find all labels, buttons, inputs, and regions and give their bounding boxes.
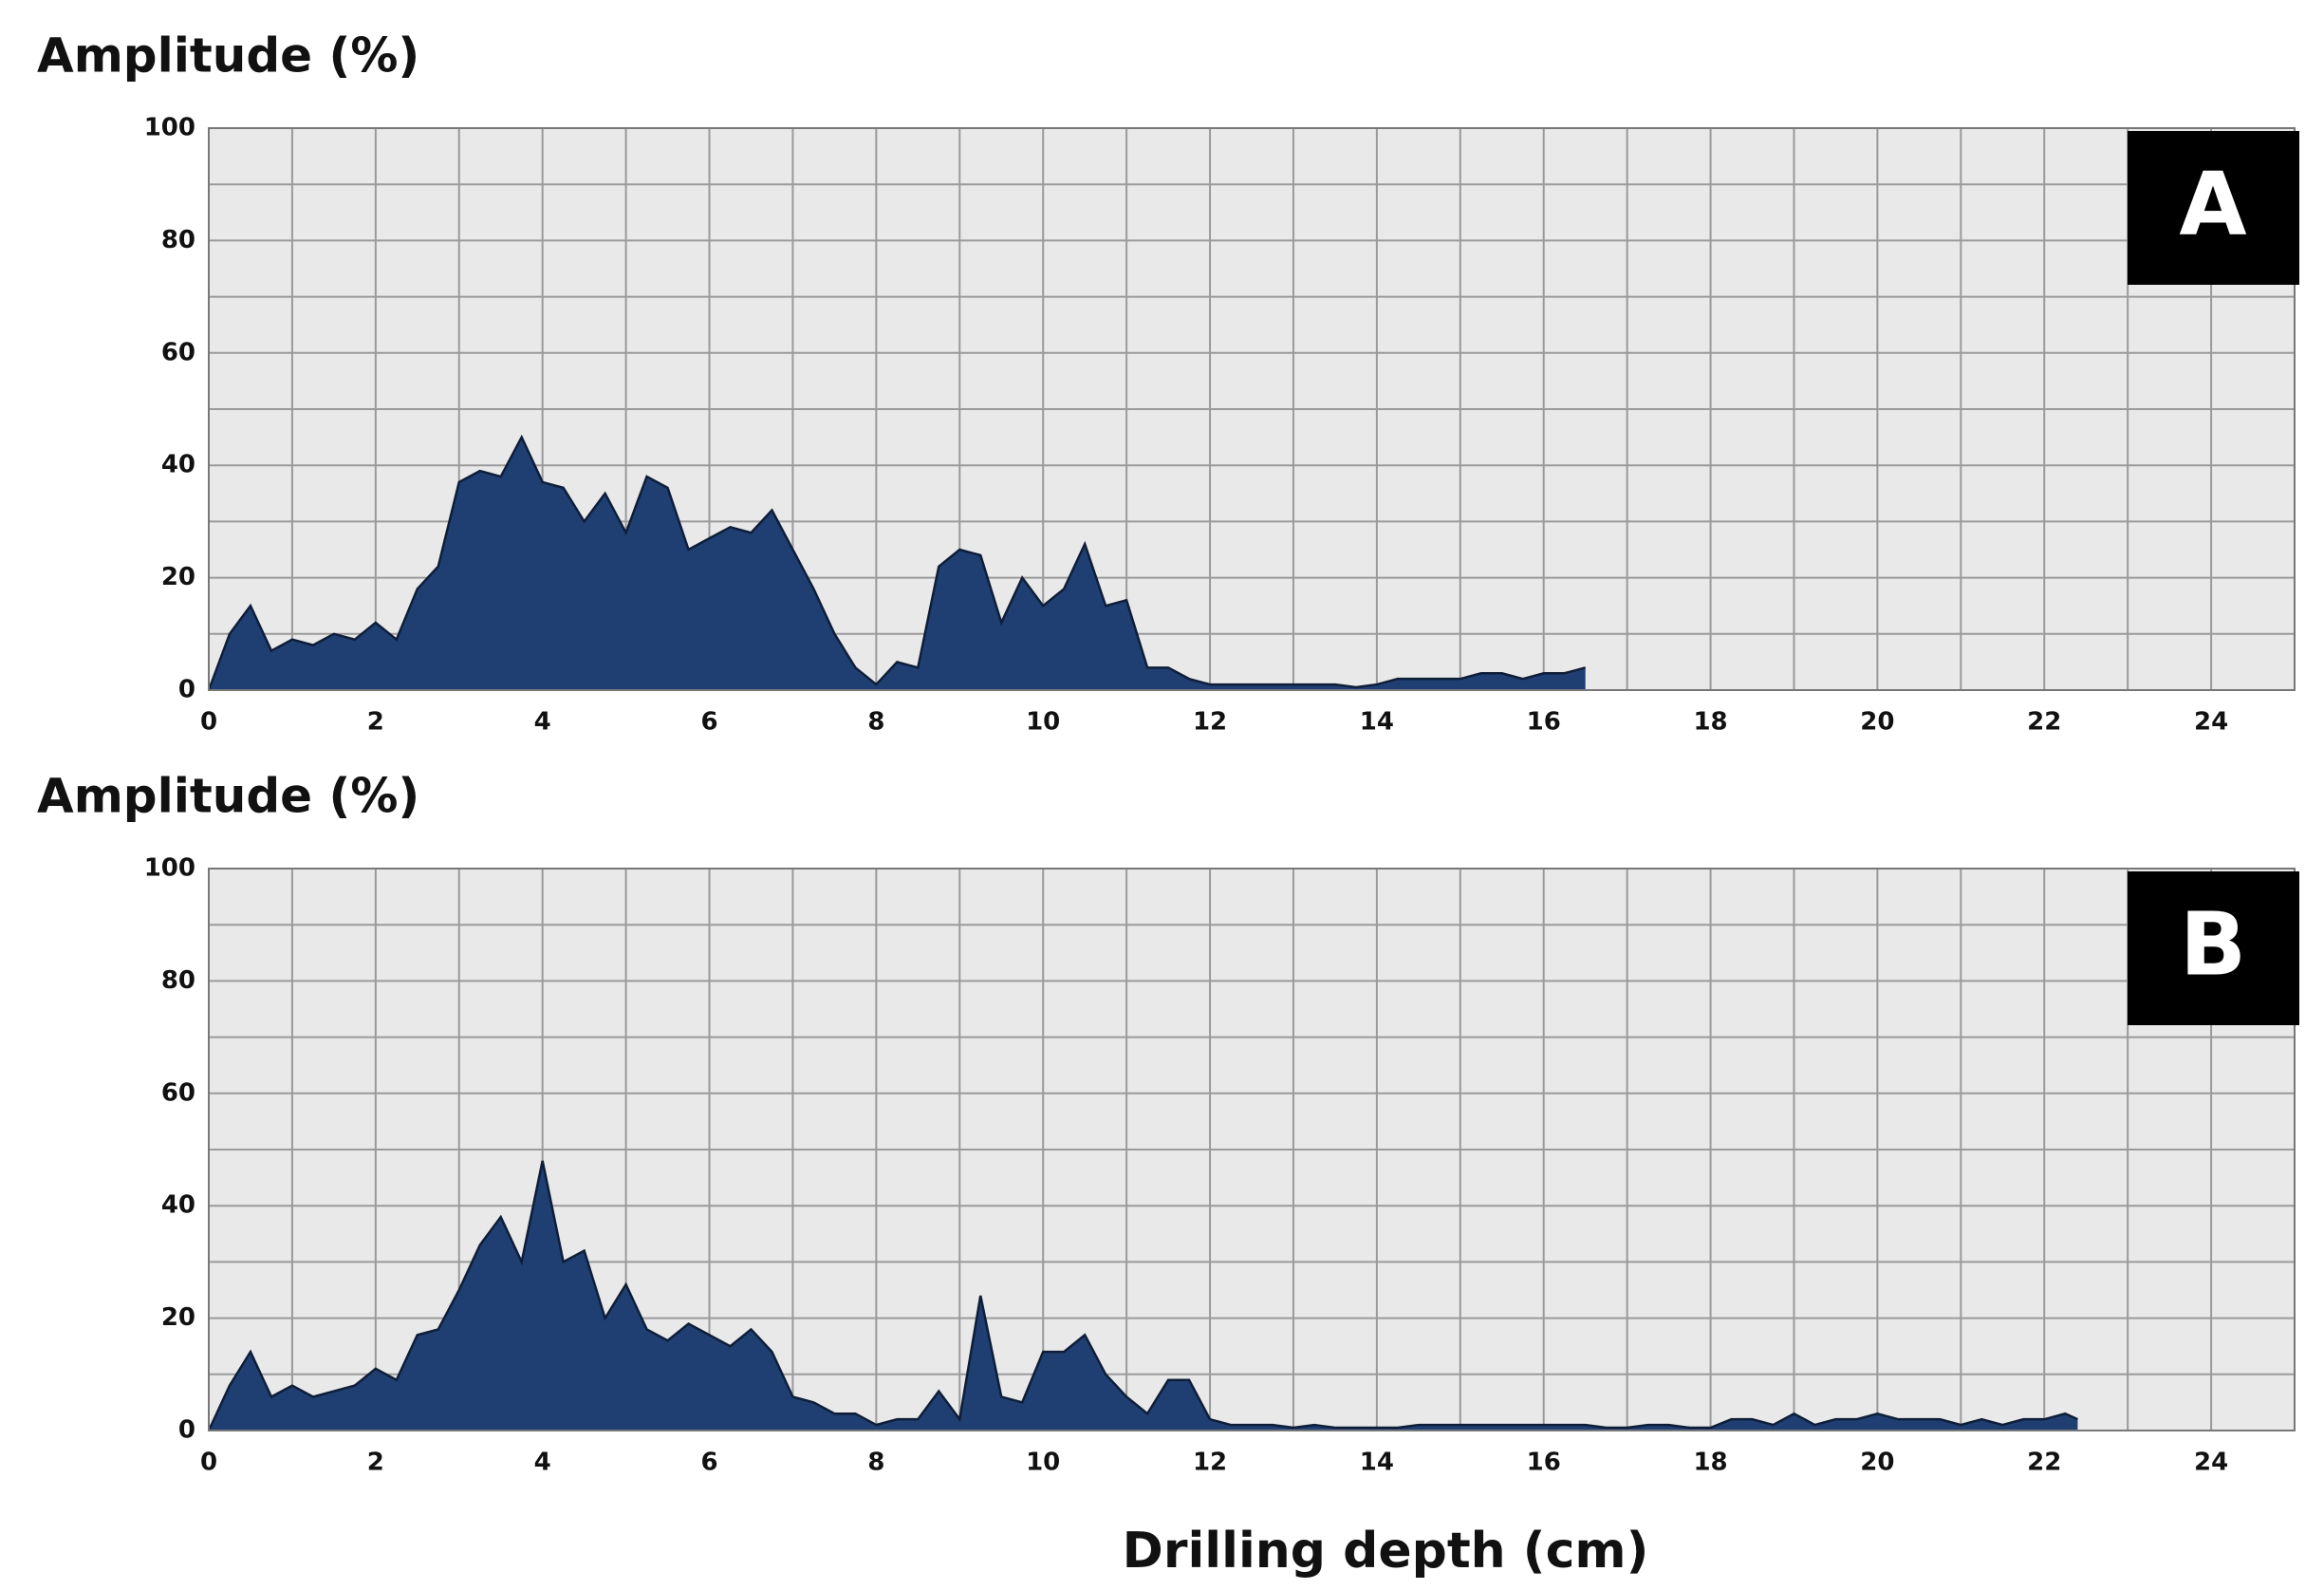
x-tick-label: 8 <box>867 1449 884 1477</box>
y-axis-label: Amplitude (%) <box>37 769 419 824</box>
panel-label-box <box>2128 871 2299 1025</box>
y-tick-label: 80 <box>161 226 195 254</box>
x-tick-label: 6 <box>700 1449 717 1477</box>
x-tick-label: 8 <box>867 708 884 737</box>
y-tick-label: 40 <box>161 451 195 479</box>
panel-label-box <box>2128 131 2299 285</box>
x-tick-label: 14 <box>1360 708 1394 737</box>
x-tick-label: 20 <box>1860 708 1894 737</box>
x-axis-label: Drilling depth (cm) <box>1123 1523 1649 1580</box>
x-tick-label: 14 <box>1360 1449 1394 1477</box>
x-tick-label: 0 <box>200 1449 217 1477</box>
panel-label: A <box>2179 153 2246 254</box>
y-tick-label: 100 <box>144 854 195 883</box>
y-tick-label: 0 <box>178 676 195 704</box>
y-tick-label: 60 <box>161 1078 195 1107</box>
x-tick-label: 12 <box>1193 708 1227 737</box>
x-tick-label: 20 <box>1860 1449 1894 1477</box>
y-tick-label: 60 <box>161 338 195 366</box>
x-tick-label: 24 <box>2194 708 2228 737</box>
y-tick-label: 100 <box>144 114 195 142</box>
y-tick-label: 20 <box>161 563 195 591</box>
area <box>209 1160 2078 1431</box>
y-axis-label: Amplitude (%) <box>37 28 419 84</box>
area <box>209 437 1586 690</box>
area-outline <box>207 434 1587 691</box>
x-tick-label: 6 <box>700 708 717 737</box>
x-tick-label: 4 <box>534 1449 551 1477</box>
plot-border <box>208 127 2296 691</box>
x-tick-label: 2 <box>367 708 384 737</box>
x-tick-label: 10 <box>1026 1449 1060 1477</box>
area-outline <box>207 1160 2078 1431</box>
x-tick-label: 18 <box>1693 708 1727 737</box>
y-tick-label: 40 <box>161 1191 195 1220</box>
x-tick-label: 24 <box>2194 1449 2228 1477</box>
y-tick-label: 20 <box>161 1303 195 1332</box>
y-tick-label: 80 <box>161 966 195 995</box>
y-tick-label: 0 <box>178 1416 195 1445</box>
x-tick-label: 16 <box>1527 708 1561 737</box>
x-tick-label: 18 <box>1693 1449 1727 1477</box>
x-tick-label: 22 <box>2027 708 2061 737</box>
x-tick-label: 12 <box>1193 1449 1227 1477</box>
x-tick-label: 10 <box>1026 708 1060 737</box>
plot-border <box>208 868 2296 1431</box>
panel-label: B <box>2180 893 2246 995</box>
x-tick-label: 16 <box>1527 1449 1561 1477</box>
x-tick-label: 2 <box>367 1449 384 1477</box>
x-tick-label: 22 <box>2027 1449 2061 1477</box>
x-tick-label: 0 <box>200 708 217 737</box>
x-tick-label: 4 <box>534 708 551 737</box>
